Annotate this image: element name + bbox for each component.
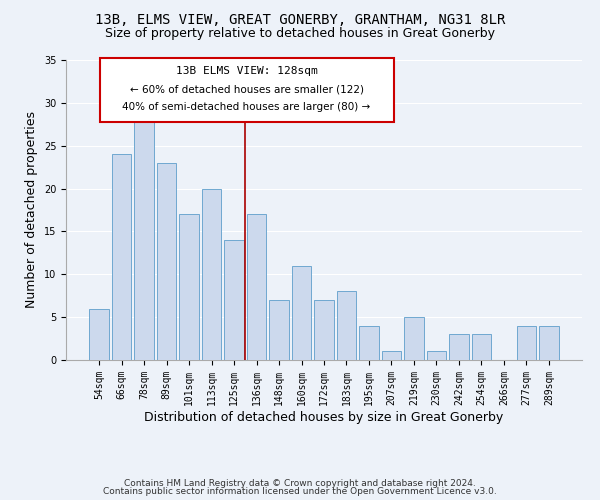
Bar: [224, 240, 244, 360]
Bar: [382, 352, 401, 360]
Y-axis label: Number of detached properties: Number of detached properties: [25, 112, 38, 308]
Text: 40% of semi-detached houses are larger (80) →: 40% of semi-detached houses are larger (…: [122, 102, 371, 112]
Bar: [292, 266, 311, 360]
Bar: [427, 352, 446, 360]
X-axis label: Distribution of detached houses by size in Great Gonerby: Distribution of detached houses by size …: [145, 410, 503, 424]
Bar: [517, 326, 536, 360]
Bar: [472, 334, 491, 360]
Text: Size of property relative to detached houses in Great Gonerby: Size of property relative to detached ho…: [105, 28, 495, 40]
Bar: [247, 214, 266, 360]
Bar: [112, 154, 131, 360]
Bar: [449, 334, 469, 360]
Text: ← 60% of detached houses are smaller (122): ← 60% of detached houses are smaller (12…: [130, 84, 364, 94]
Text: Contains HM Land Registry data © Crown copyright and database right 2024.: Contains HM Land Registry data © Crown c…: [124, 478, 476, 488]
Bar: [202, 188, 221, 360]
Text: 13B, ELMS VIEW, GREAT GONERBY, GRANTHAM, NG31 8LR: 13B, ELMS VIEW, GREAT GONERBY, GRANTHAM,…: [95, 12, 505, 26]
Bar: [337, 292, 356, 360]
Bar: [89, 308, 109, 360]
FancyBboxPatch shape: [100, 58, 394, 122]
Bar: [269, 300, 289, 360]
Text: Contains public sector information licensed under the Open Government Licence v3: Contains public sector information licen…: [103, 487, 497, 496]
Bar: [359, 326, 379, 360]
Bar: [157, 163, 176, 360]
Bar: [134, 120, 154, 360]
Bar: [314, 300, 334, 360]
Bar: [539, 326, 559, 360]
Bar: [404, 317, 424, 360]
Text: 13B ELMS VIEW: 128sqm: 13B ELMS VIEW: 128sqm: [176, 66, 317, 76]
Bar: [179, 214, 199, 360]
